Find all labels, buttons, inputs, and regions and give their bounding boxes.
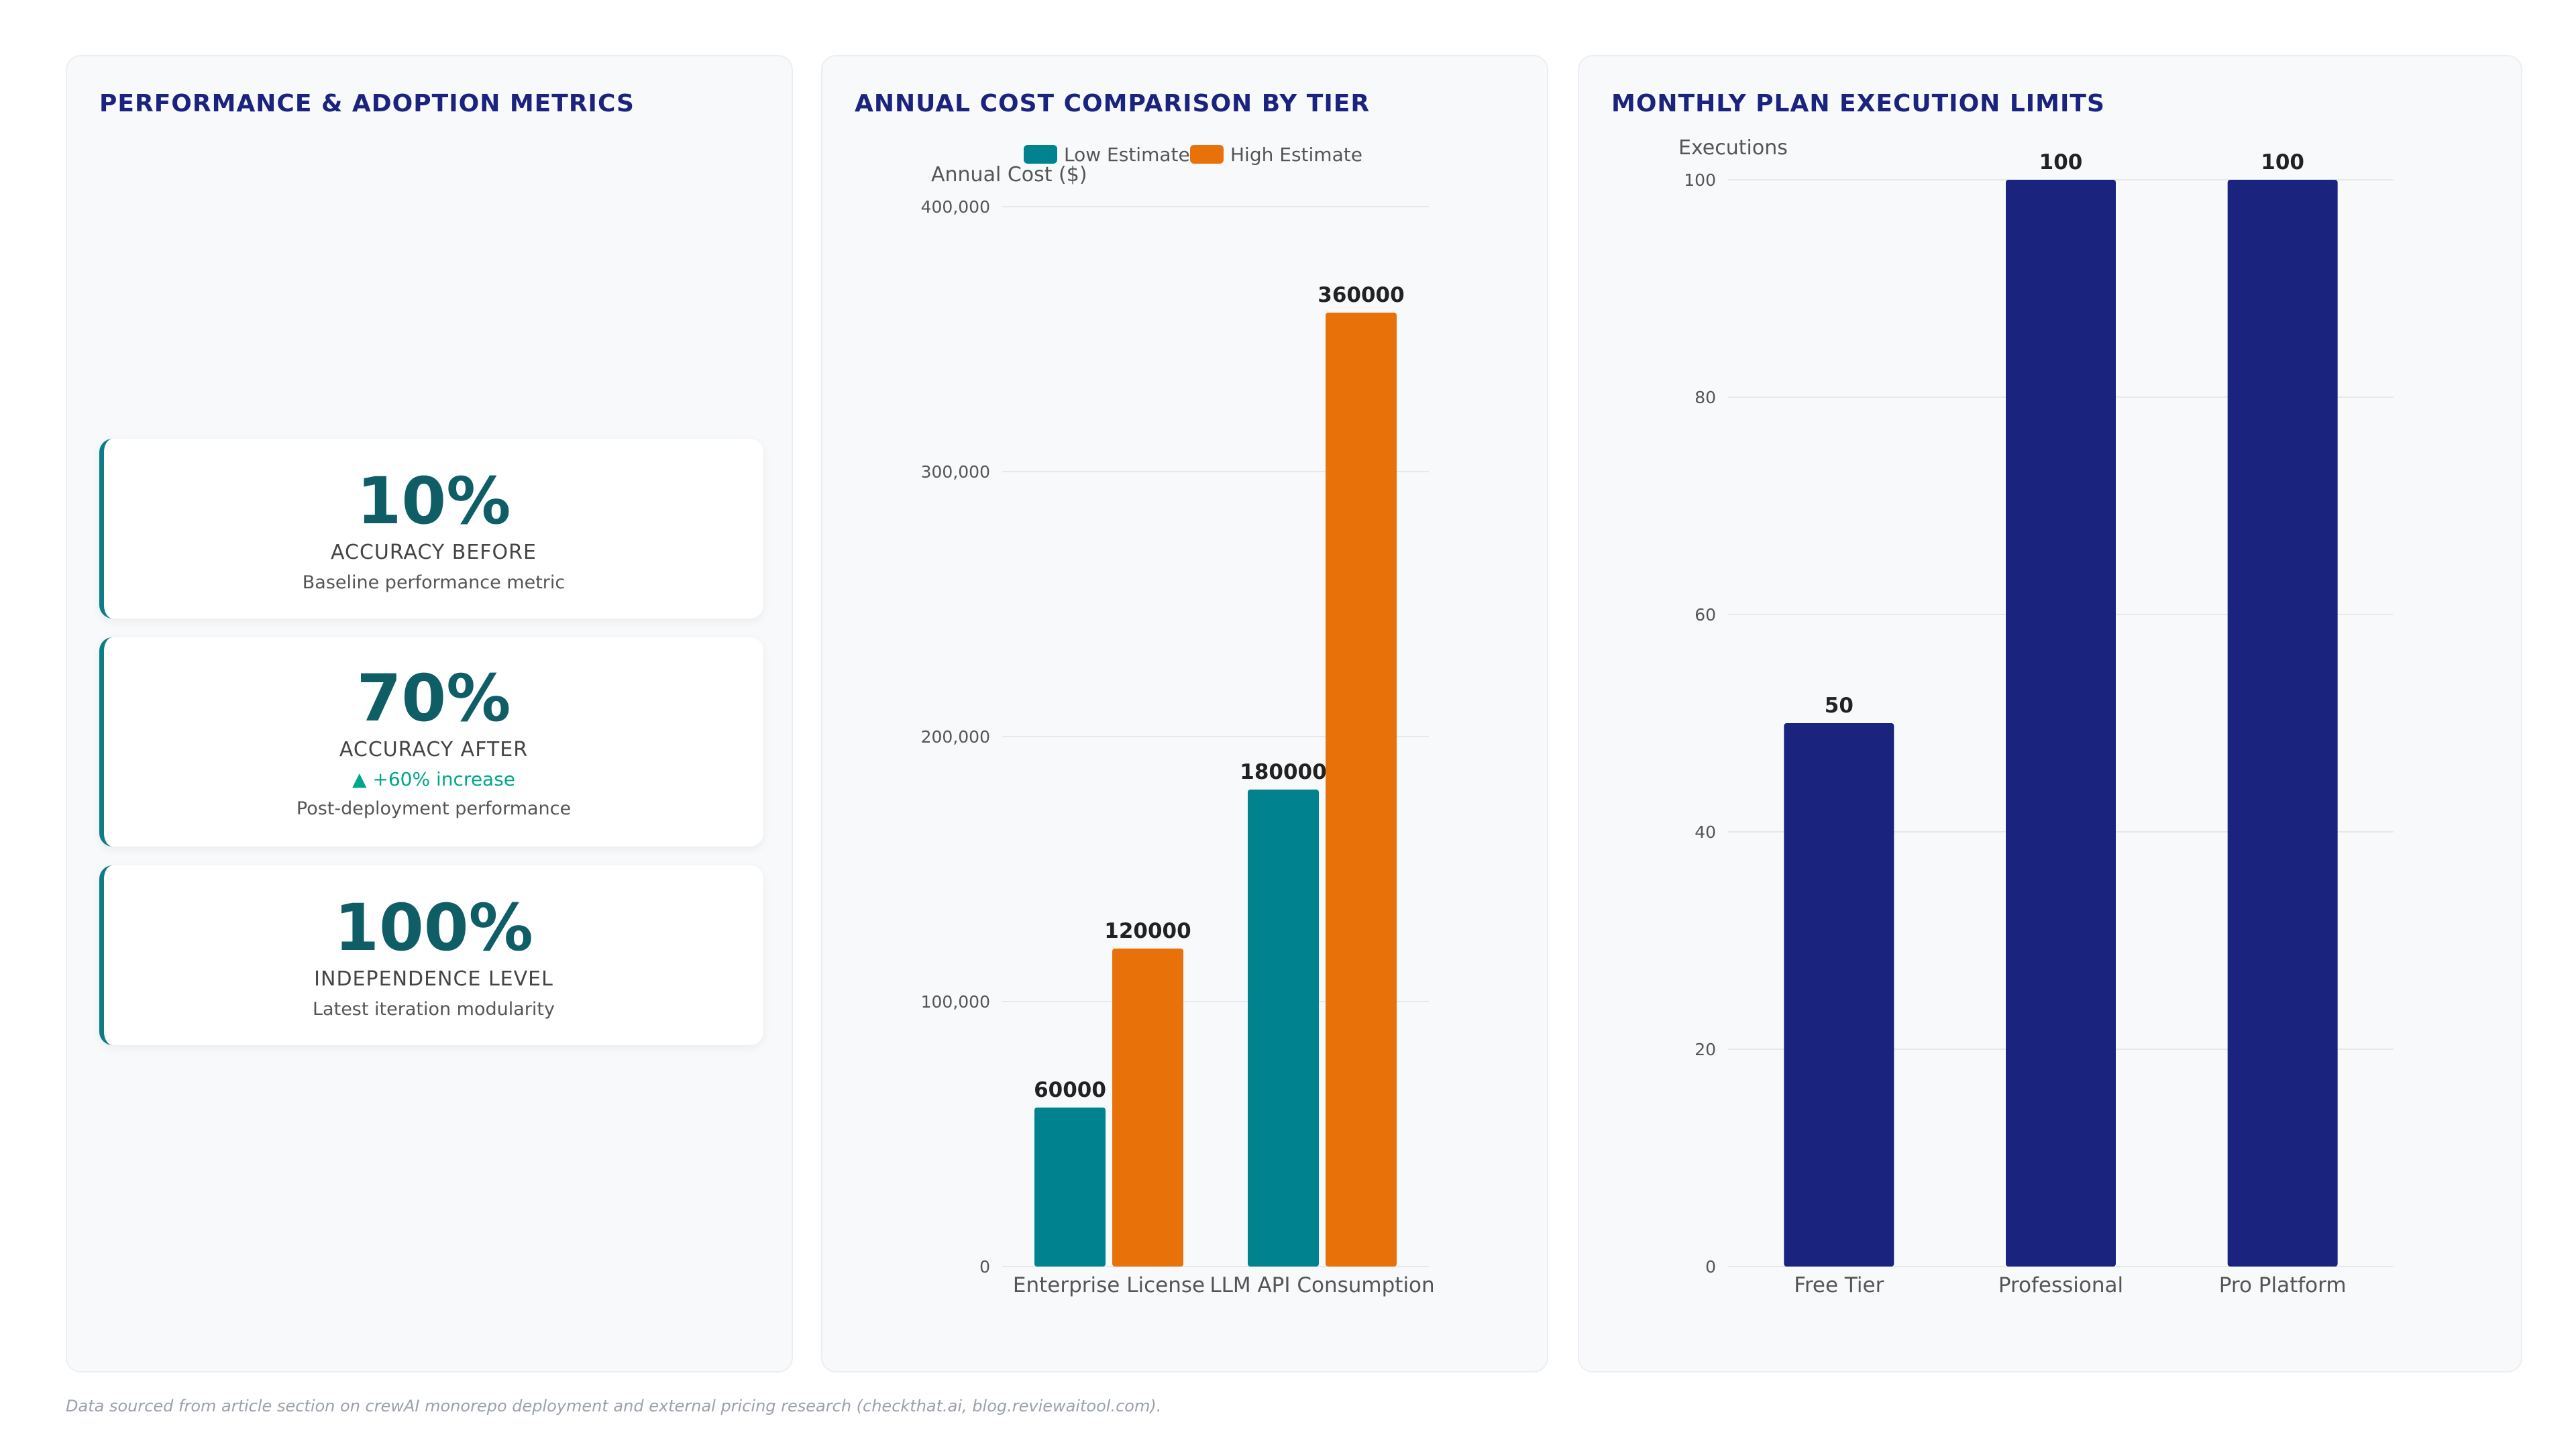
metric-description: Post-deployment performance xyxy=(296,798,572,820)
data-label: 100 xyxy=(2261,150,2304,174)
bar-low-estimate xyxy=(1034,1108,1106,1267)
metric-card-independence: 100% INDEPENDENCE LEVEL Latest iteration… xyxy=(99,865,763,1045)
bar-high-estimate xyxy=(1112,949,1183,1267)
metrics-panel: PERFORMANCE & ADOPTION METRICS 10% ACCUR… xyxy=(66,55,793,1373)
x-tick-label: Free Tier xyxy=(1794,1273,1884,1297)
metric-delta: ▲ +60% increase xyxy=(352,768,516,791)
y-tick-label: 300,000 xyxy=(921,462,990,482)
metric-value: 70% xyxy=(356,661,511,736)
cost-panel: ANNUAL COST COMPARISON BY TIER 0 100,000 2… xyxy=(821,55,1548,1373)
metrics-panel-title: PERFORMANCE & ADOPTION METRICS xyxy=(99,90,635,117)
bar-professional xyxy=(2006,180,2116,1267)
source-footnote: Data sourced from article section on cre… xyxy=(66,1397,1162,1415)
y-tick-label: 100 xyxy=(1684,170,1716,190)
bar-high-estimate xyxy=(1326,313,1397,1267)
data-label: 180000 xyxy=(1240,760,1326,784)
limits-chart: 0 20 40 60 80 100 Executions 50 Free Tier 100 Prof… xyxy=(1678,136,2394,1297)
bar-low-estimate xyxy=(1248,790,1319,1267)
data-label: 60000 xyxy=(1034,1078,1106,1102)
legend-label-low-estimate: Low Estimate xyxy=(1064,144,1190,166)
legend-swatch-low-estimate xyxy=(1024,145,1057,164)
metric-card-accuracy-before: 10% ACCURACY BEFORE Baseline performance… xyxy=(99,439,763,619)
metric-label: ACCURACY AFTER xyxy=(339,738,529,762)
cost-chart: 0 100,000 200,000 300,000 400,000 Annual Cost… xyxy=(921,144,1435,1297)
bar-pro-platform xyxy=(2227,180,2338,1267)
y-axis-label: Executions xyxy=(1678,136,1788,160)
x-tick-label: Pro Platform xyxy=(2219,1273,2347,1297)
metric-label: ACCURACY BEFORE xyxy=(331,541,537,565)
metric-description: Baseline performance metric xyxy=(302,572,566,594)
data-label: 50 xyxy=(1825,694,1854,718)
data-label: 360000 xyxy=(1318,283,1404,307)
bar-free-tier xyxy=(1784,723,1894,1267)
metric-description: Latest iteration modularity xyxy=(313,999,555,1020)
legend-label-high-estimate: High Estimate xyxy=(1230,144,1362,166)
y-tick-label: 60 xyxy=(1695,605,1716,625)
limits-panel: MONTHLY PLAN EXECUTION LIMITS 0 20 40 60 80 1… xyxy=(1578,55,2522,1373)
x-tick-label: Enterprise License xyxy=(1013,1273,1205,1297)
y-tick-label: 80 xyxy=(1695,388,1716,407)
x-tick-label: Professional xyxy=(1998,1273,2123,1297)
y-tick-label: 200,000 xyxy=(921,727,990,747)
legend-swatch-high-estimate xyxy=(1190,145,1224,164)
cost-panel-title: ANNUAL COST COMPARISON BY TIER xyxy=(855,90,1371,117)
y-tick-label: 400,000 xyxy=(921,197,990,217)
y-tick-label: 40 xyxy=(1695,822,1716,842)
x-tick-label: LLM API Consumption xyxy=(1210,1273,1434,1297)
y-tick-label: 100,000 xyxy=(921,992,990,1012)
data-label: 120000 xyxy=(1104,919,1191,943)
y-tick-label: 0 xyxy=(979,1257,990,1277)
metric-label: INDEPENDENCE LEVEL xyxy=(314,967,553,991)
metric-value: 10% xyxy=(356,464,511,539)
metric-value: 100% xyxy=(334,890,533,965)
metric-card-accuracy-after: 70% ACCURACY AFTER ▲ +60% increase Post-… xyxy=(99,637,763,847)
y-tick-label: 20 xyxy=(1695,1040,1716,1059)
y-tick-label: 0 xyxy=(1705,1257,1716,1277)
limits-panel-title: MONTHLY PLAN EXECUTION LIMITS xyxy=(1611,90,2105,117)
data-label: 100 xyxy=(2039,150,2083,174)
y-axis-label: Annual Cost ($) xyxy=(931,163,1087,186)
